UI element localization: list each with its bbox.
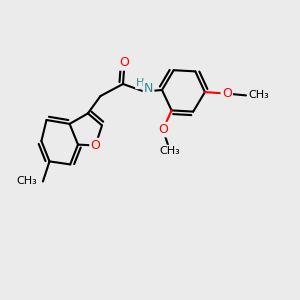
Text: O: O — [91, 139, 100, 152]
Text: H: H — [136, 78, 145, 88]
Text: CH₃: CH₃ — [17, 176, 38, 187]
Text: CH₃: CH₃ — [159, 146, 180, 156]
Text: O: O — [158, 123, 168, 136]
Text: O: O — [120, 56, 129, 70]
Text: O: O — [222, 87, 232, 100]
Text: CH₃: CH₃ — [248, 90, 269, 100]
Text: N: N — [144, 82, 153, 95]
